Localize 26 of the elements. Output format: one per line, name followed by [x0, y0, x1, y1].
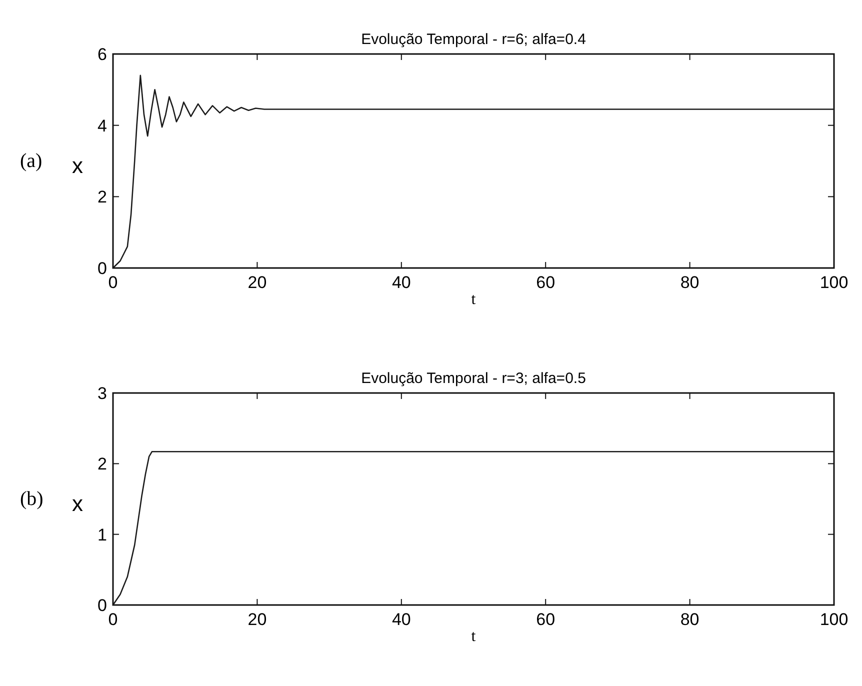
x-tick-label: 20 — [248, 610, 267, 629]
x-tick-label: 60 — [536, 273, 556, 292]
x-tick-label: 40 — [392, 610, 411, 629]
y-tick-label: 2 — [98, 454, 107, 474]
y-tick-label: 2 — [98, 188, 107, 207]
x-tick-label: 80 — [680, 273, 700, 292]
x-tick-label: 100 — [820, 273, 848, 292]
x-tick-label: 60 — [536, 610, 556, 629]
chart-title: Evolução Temporal - r=3; alfa=0.5 — [361, 370, 586, 387]
x-axis-title: t — [471, 628, 476, 645]
y-tick-label: 0 — [98, 259, 107, 278]
y-axis-title: x — [72, 491, 83, 516]
y-tick-label: 6 — [98, 45, 107, 64]
y-tick-label: 3 — [98, 384, 107, 403]
text: (a) — [20, 150, 42, 172]
x-tick-label: 100 — [820, 610, 848, 629]
y-tick-label: 1 — [98, 525, 107, 544]
text: (b) — [20, 488, 44, 510]
chart-title: Evolução Temporal - r=6; alfa=0.4 — [361, 31, 586, 48]
y-tick-label: 0 — [98, 596, 107, 615]
x-axis-title: t — [471, 291, 476, 308]
x-tick-label: 40 — [392, 273, 411, 292]
y-axis-title: x — [72, 153, 83, 178]
x-tick-label: 20 — [248, 273, 267, 292]
x-tick-label: 80 — [680, 610, 700, 629]
y-tick-label: 4 — [98, 116, 107, 136]
